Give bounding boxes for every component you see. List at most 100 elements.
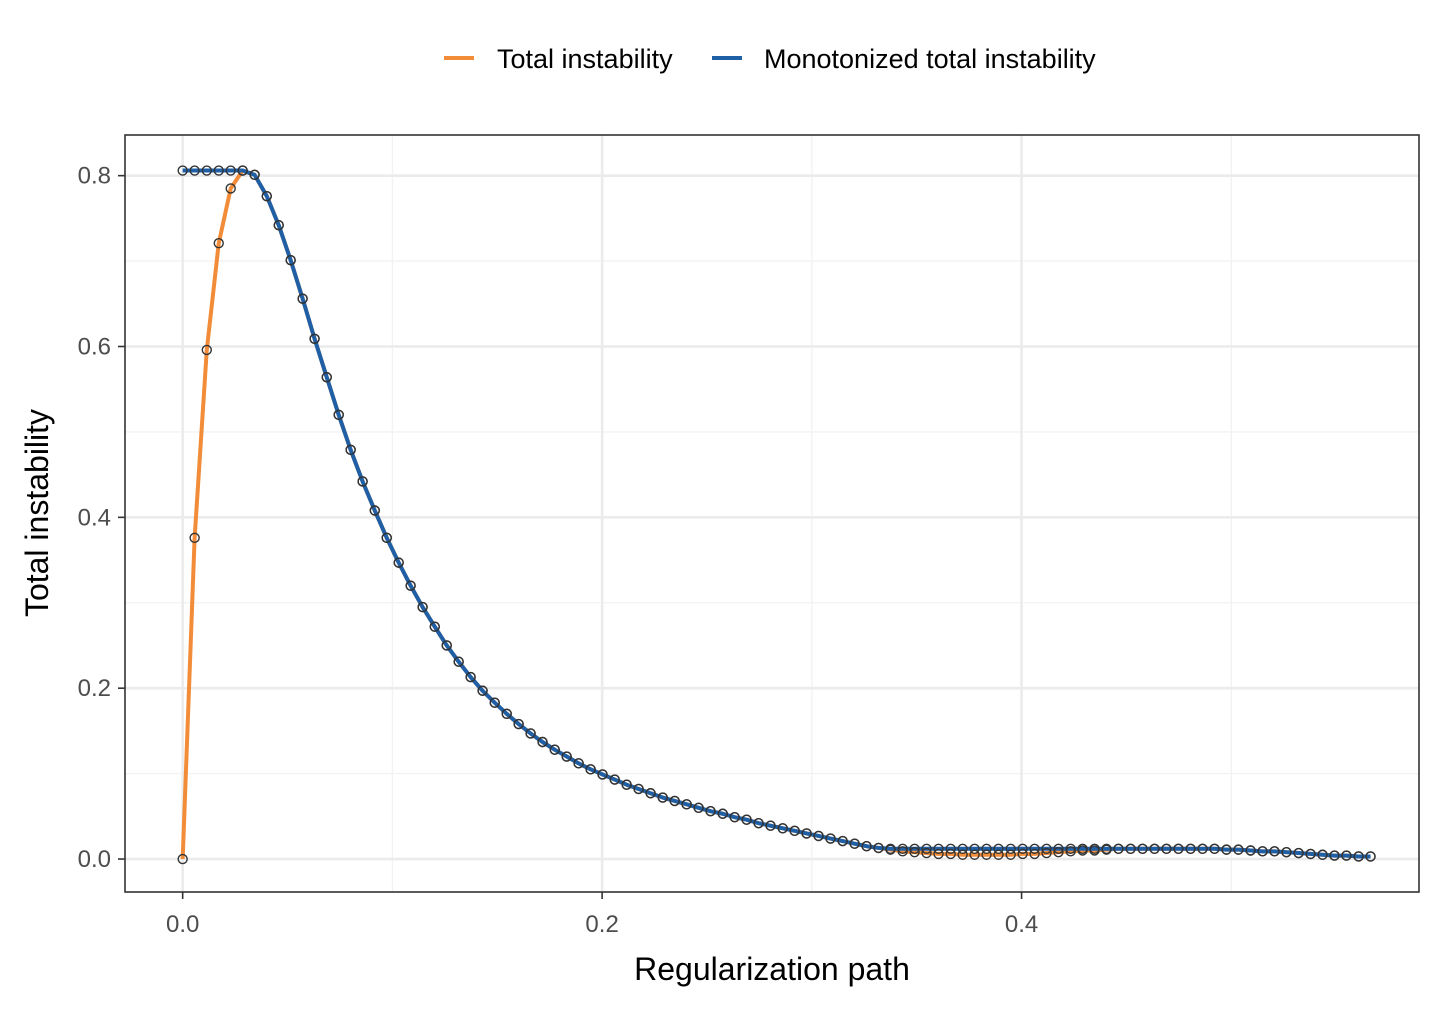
- legend-label-total-instability: Total instability: [497, 44, 673, 74]
- data-point: [741, 814, 752, 825]
- data-point: [297, 293, 308, 304]
- data-point: [885, 843, 896, 854]
- x-tick-label: 0.0: [166, 911, 199, 938]
- x-tick-label: 0.2: [585, 911, 618, 938]
- panel-border: [124, 134, 1420, 893]
- data-point: [537, 736, 548, 748]
- data-point: [1029, 843, 1040, 854]
- data-point: [633, 783, 644, 795]
- legend-label-monotonized-total-instability: Monotonized total instability: [764, 44, 1096, 74]
- data-point: [1173, 843, 1184, 854]
- data-point: [1041, 847, 1052, 859]
- series-layer: [180, 168, 1371, 860]
- data-point: [1005, 849, 1016, 860]
- data-point: [1053, 843, 1064, 854]
- data-point: [945, 848, 956, 860]
- data-point: [1017, 843, 1028, 854]
- data-point: [417, 601, 428, 613]
- data-point: [1341, 850, 1352, 861]
- data-point: [1065, 843, 1076, 854]
- data-point: [681, 799, 692, 810]
- data-point: [657, 792, 668, 803]
- data-point: [1293, 847, 1304, 859]
- data-point: [621, 779, 632, 790]
- data-point: [837, 835, 848, 847]
- data-point: [369, 505, 380, 516]
- data-point: [501, 708, 512, 720]
- data-point: [1317, 849, 1328, 860]
- data-point: [1137, 843, 1148, 854]
- data-point: [1281, 846, 1292, 858]
- data-point: [225, 165, 236, 176]
- data-point: [1353, 851, 1364, 862]
- data-point: [789, 825, 800, 837]
- data-point: [333, 409, 344, 421]
- data-point: [249, 169, 260, 181]
- data-point: [945, 843, 956, 854]
- axes: 0.0 0.2 0.4 0.0 0.2 0.4 0.6 0.8: [78, 163, 1039, 938]
- data-point: [933, 848, 944, 860]
- data-point: [921, 847, 932, 859]
- data-point: [1197, 843, 1208, 854]
- data-point: [189, 532, 200, 544]
- y-tick-label: 0.2: [78, 675, 111, 702]
- data-point: [453, 656, 464, 667]
- data-point: [1185, 843, 1196, 854]
- data-point: [1329, 850, 1340, 861]
- data-point: [957, 843, 968, 854]
- data-point: [825, 833, 836, 844]
- data-point: [849, 838, 860, 849]
- data-point: [261, 190, 272, 202]
- series-line-monotonized-total-instability: [182, 168, 1371, 859]
- legend: Total instability Monotonized total inst…: [444, 44, 1096, 74]
- data-point: [285, 255, 296, 266]
- data-point: [933, 843, 944, 854]
- x-axis-title: Regularization path: [634, 951, 910, 987]
- data-point: [225, 183, 236, 194]
- data-point: [585, 764, 596, 775]
- y-tick-label: 0.8: [78, 163, 111, 190]
- data-point: [405, 580, 416, 591]
- data-point: [921, 843, 932, 854]
- data-point: [441, 640, 452, 651]
- data-point: [345, 444, 356, 456]
- data-point: [609, 774, 620, 785]
- data-point: [1209, 843, 1220, 854]
- data-point: [189, 165, 200, 176]
- y-tick-label: 0.0: [78, 846, 111, 873]
- data-point: [1005, 843, 1016, 854]
- data-point: [1017, 848, 1028, 860]
- data-point: [1053, 846, 1064, 858]
- data-point: [909, 843, 920, 854]
- data-point: [717, 808, 728, 819]
- data-point: [1269, 846, 1280, 857]
- data-point: [669, 795, 680, 807]
- gridlines: [125, 135, 1419, 892]
- data-point: [213, 237, 224, 249]
- data-point: [1221, 844, 1232, 855]
- data-point: [957, 849, 968, 860]
- data-point: [873, 842, 884, 854]
- data-point: [357, 476, 368, 487]
- data-point: [1077, 843, 1088, 854]
- data-point: [201, 344, 212, 356]
- data-point: [1041, 843, 1052, 854]
- y-tick-label: 0.4: [78, 504, 111, 531]
- data-point: [1113, 843, 1124, 854]
- data-point: [753, 817, 764, 829]
- data-point: [177, 165, 188, 176]
- data-point: [969, 843, 980, 854]
- data-point: [1305, 848, 1316, 860]
- data-point: [1125, 843, 1136, 854]
- data-point: [393, 557, 404, 568]
- data-point: [981, 843, 992, 854]
- data-point: [813, 830, 824, 842]
- data-point: [861, 841, 872, 852]
- data-point: [273, 219, 284, 231]
- x-tick-label: 0.4: [1005, 911, 1038, 938]
- data-point: [1161, 843, 1172, 854]
- data-point: [561, 751, 572, 762]
- data-point: [729, 811, 740, 823]
